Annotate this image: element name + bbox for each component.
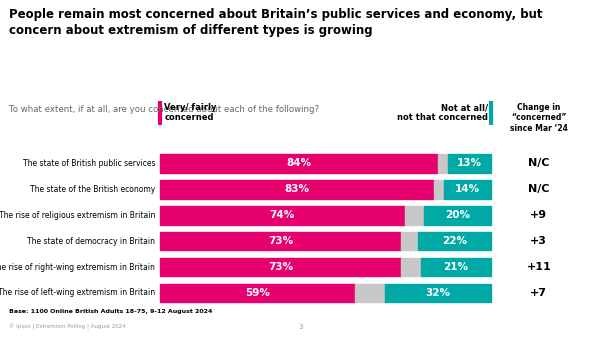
Bar [444,180,491,199]
Text: 73%: 73% [268,236,293,246]
Text: ipsos: ipsos [544,320,571,330]
Text: 73%: 73% [268,262,293,272]
Bar [401,232,418,250]
Text: 32%: 32% [425,288,450,298]
Text: Change in
“concerned”
since Mar ’24: Change in “concerned” since Mar ’24 [510,103,568,133]
Text: 3: 3 [299,323,303,330]
Bar [438,154,447,173]
Text: Base: 1100 Online British Adults 18-75, 9-12 August 2024: Base: 1100 Online British Adults 18-75, … [9,309,213,314]
Bar [160,232,401,250]
Bar [160,180,434,199]
Text: The state of British public services: The state of British public services [23,159,155,168]
Text: 20%: 20% [445,210,470,220]
Text: 83%: 83% [284,184,309,194]
Text: The rise of religious extremism in Britain: The rise of religious extremism in Brita… [0,211,155,220]
Bar [385,284,491,302]
Bar [434,180,444,199]
Bar [160,206,405,224]
Text: People remain most concerned about Britain’s public services and economy, but
co: People remain most concerned about Brita… [9,8,542,38]
Text: The rise of right-wing extremism in Britain: The rise of right-wing extremism in Brit… [0,263,155,271]
Bar [401,258,421,276]
Text: 21%: 21% [443,262,468,272]
Circle shape [531,310,559,322]
Text: The rise of left-wing extremism in Britain: The rise of left-wing extremism in Brita… [0,288,155,297]
Bar [424,206,491,224]
Text: The state of the British economy: The state of the British economy [30,185,155,194]
Text: 84%: 84% [286,159,311,168]
Bar [405,206,424,224]
Text: 22%: 22% [442,236,467,246]
Bar [160,284,355,302]
Text: 14%: 14% [455,184,480,194]
Text: +3: +3 [530,236,547,246]
Bar [160,258,401,276]
Text: 13%: 13% [456,159,482,168]
Text: +11: +11 [526,262,551,272]
Bar [421,258,491,276]
Bar [418,232,491,250]
Text: +7: +7 [530,288,547,298]
Text: Very/ fairly
concerned: Very/ fairly concerned [164,103,217,122]
Text: 74%: 74% [270,210,294,220]
Text: The state of democracy in Britain: The state of democracy in Britain [27,237,155,246]
Text: To what extent, if at all, are you concerned about each of the following?: To what extent, if at all, are you conce… [9,105,319,114]
Bar [355,284,385,302]
Bar [447,154,491,173]
Text: +9: +9 [530,210,547,220]
Text: Not at all/
not that concerned: Not at all/ not that concerned [397,103,488,122]
Text: N/C: N/C [528,184,550,194]
Text: 59%: 59% [245,288,270,298]
Bar [160,154,438,173]
Text: N/C: N/C [528,159,550,168]
Text: © Ipsos | Extremism Polling | August 2024: © Ipsos | Extremism Polling | August 202… [9,323,126,330]
